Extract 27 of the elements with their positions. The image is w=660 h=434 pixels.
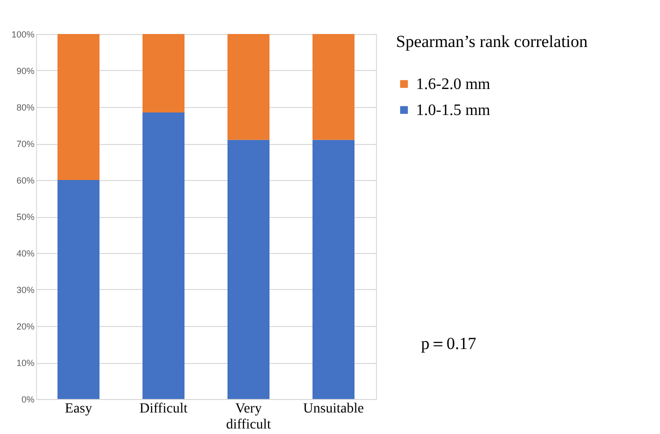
- bar: [58, 180, 100, 399]
- y-tick-label: 20%: [16, 322, 34, 332]
- y-tick-label: 50%: [16, 212, 34, 222]
- bar: [58, 34, 100, 180]
- y-tick-label: 60%: [16, 176, 34, 186]
- y-tick-label: 70%: [16, 139, 34, 149]
- text: p＝0.17: [421, 334, 477, 353]
- x-tick-label: Difficult: [140, 402, 188, 416]
- y-tick-label: 0%: [21, 394, 34, 404]
- y-tick-label: 30%: [16, 285, 34, 295]
- y-tick-label: 100%: [11, 30, 34, 40]
- y-tick-label: 90%: [16, 66, 34, 76]
- bar: [142, 112, 184, 399]
- y-tick-label: 40%: [16, 248, 34, 258]
- x-tick-label: Unsuitable: [303, 402, 364, 416]
- x-tick-label: Very difficult: [226, 402, 272, 432]
- bar: [228, 34, 270, 140]
- legend-label: 1.6-2.0 mm: [416, 76, 491, 93]
- y-tick-label: 80%: [16, 102, 34, 112]
- bar: [312, 140, 354, 399]
- bar: [228, 140, 270, 399]
- bar: [312, 34, 354, 140]
- legend-label: 1.0-1.5 mm: [416, 102, 491, 119]
- legend-title: Spearman’s rank correlation: [396, 32, 588, 51]
- x-tick-label: Easy: [64, 402, 92, 416]
- y-tick-label: 10%: [16, 358, 34, 368]
- bar: [142, 34, 184, 112]
